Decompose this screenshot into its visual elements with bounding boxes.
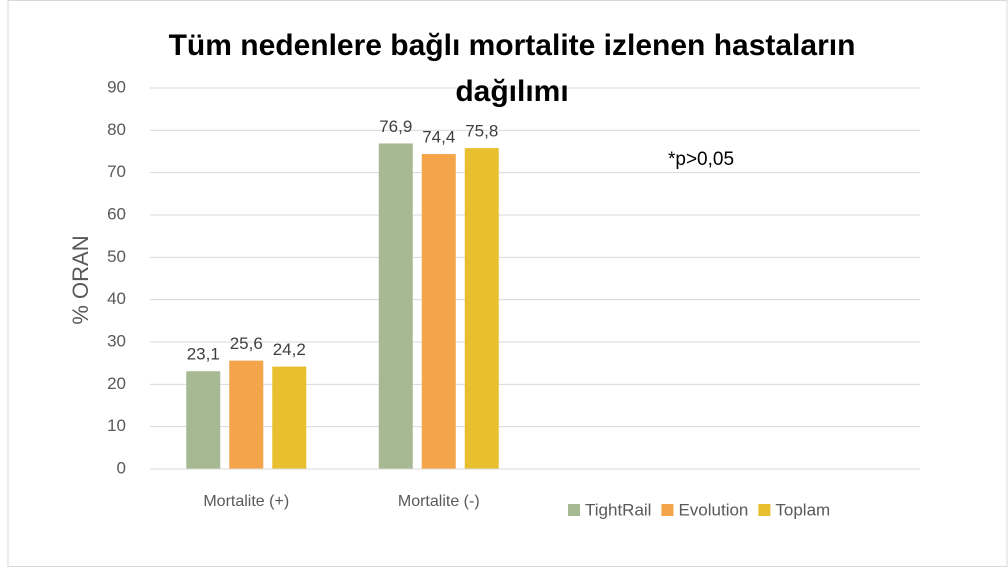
y-tick-label: 0 [117,458,126,477]
data-label: 75,8 [465,122,498,141]
bar [186,371,221,469]
data-label: 23,1 [187,345,220,364]
legend-swatch [568,504,580,516]
chart-border [7,0,1008,567]
y-tick-label: 30 [107,331,126,350]
y-tick-label: 20 [107,374,126,393]
data-label: 25,6 [230,334,263,353]
y-tick-label: 50 [107,247,126,266]
data-label: 76,9 [379,117,412,136]
chart-title: dağılımı [455,75,568,108]
y-tick-label: 80 [107,120,126,139]
legend-label: TightRail [585,500,651,519]
x-tick-label: Mortalite (+) [203,493,289,510]
legend-label: Toplam [775,500,830,519]
x-tick-label: Mortalite (-) [398,493,480,510]
y-tick-label: 60 [107,204,126,223]
bar [378,143,413,469]
legend-swatch [758,504,771,516]
y-tick-label: 70 [107,162,126,181]
legend-swatch [661,504,674,516]
bar [272,366,307,469]
bar [464,148,499,469]
annotation: *p>0,05 [668,149,734,170]
chart-title: Tüm nedenlere bağlı mortalite izlenen ha… [169,29,856,62]
legend-label: Evolution [678,500,748,519]
y-tick-label: 90 [107,77,126,96]
bar [229,360,264,469]
y-tick-label: 40 [107,289,126,308]
bar [421,154,456,470]
data-label: 74,4 [422,128,455,147]
y-axis-label: % ORAN [68,235,93,324]
data-label: 24,2 [273,340,306,359]
y-tick-label: 10 [107,416,126,435]
